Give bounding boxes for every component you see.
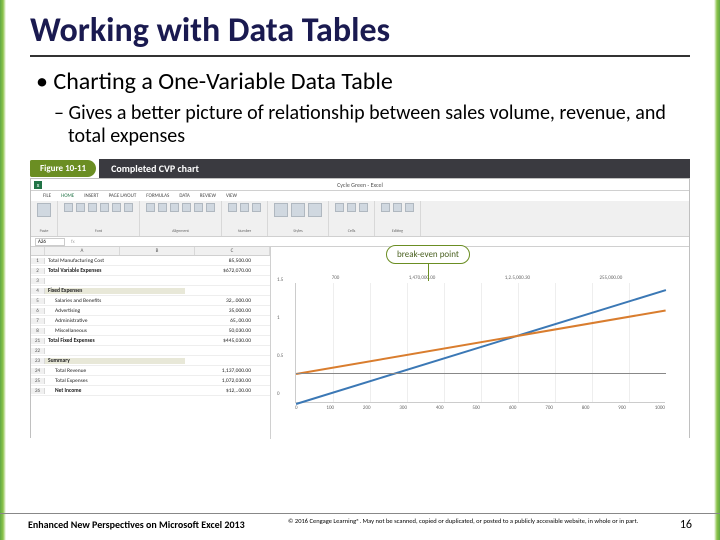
table-row: 1Total Manufacturing Cost85,500.00 [31, 256, 270, 266]
table-row: 5Salaries and Benefits32,..000.00 [31, 296, 270, 306]
bullet-level2: – Gives a better picture of relationship… [68, 102, 690, 148]
excel-screenshot: x Cycle Green - Excel FILE HOME INSERT PAGE… [30, 178, 690, 438]
figure-caption: Completed CVP chart [99, 159, 690, 178]
slide-title: Working with Data Tables [30, 10, 690, 57]
bullet-level2-text: Gives a better picture of relationship b… [68, 101, 666, 148]
column-headers: ABC [31, 247, 270, 256]
figure: Figure 10-11 Completed CVP chart x Cycle… [30, 158, 690, 438]
table-row: 25Total Expenses1,072,030.00 [31, 376, 270, 386]
column-header: C [195, 247, 270, 255]
column-header: A [45, 247, 120, 255]
chart-plot-area [295, 283, 665, 403]
slide-footer: Enhanced New Perspectives on Microsoft E… [0, 513, 720, 532]
excel-app-icon: x [34, 181, 42, 189]
chart-line-fixed [296, 373, 666, 374]
breakeven-callout: break-even point [386, 245, 470, 264]
spreadsheet: ABC 1Total Manufacturing Cost85,500.002T… [31, 247, 271, 439]
excel-ribbon: Paste Font Alignment Number Styles Cells… [31, 201, 689, 237]
footer-book-title: Enhanced New Perspectives on Microsoft E… [28, 518, 288, 531]
chart-top-labels: 7001,470,000.001,2.5,000.30255,000.00 [297, 275, 657, 281]
table-row: 26Net Income$12,..00.00 [31, 386, 270, 396]
footer-page-number: 16 [662, 518, 692, 532]
excel-formula-bar: A26 fx [31, 237, 689, 247]
slide-border-left [0, 0, 6, 540]
table-row: 22 [31, 346, 270, 356]
ribbon-tab: PAGE LAYOUT [109, 193, 137, 199]
ribbon-tab: INSERT [84, 193, 98, 199]
figure-tag: Figure 10-11 [30, 160, 96, 177]
excel-window-title: Cycle Green - Excel [337, 181, 383, 189]
bullet-level1: Charting a One-Variable Data Table [36, 67, 690, 96]
figure-header: Figure 10-11 Completed CVP chart [30, 158, 690, 178]
chart-x-axis: 01002003004005006007008009001000 [295, 405, 665, 411]
excel-ribbon-tabs: FILE HOME INSERT PAGE LAYOUT FORMULAS DATA REV… [31, 191, 689, 201]
table-row: 23Summary [31, 356, 270, 366]
table-row: 3 [31, 276, 270, 286]
table-row: 7Administrative65,.00.00 [31, 316, 270, 326]
ribbon-tab: FORMULAS [146, 193, 169, 199]
chart-y-axis: 1.510.50 [277, 277, 283, 397]
sheet-rows: 1Total Manufacturing Cost85,500.002Total… [31, 256, 270, 396]
table-row: 4Fixed Expenses [31, 286, 270, 296]
table-row: 21Total Fixed Expenses$445,030.00 [31, 336, 270, 346]
ribbon-tab: FILE [43, 193, 51, 199]
ribbon-tab: DATA [179, 193, 189, 199]
ribbon-tab: REVIEW [200, 193, 216, 199]
table-row: 24Total Revenue1,137,000.00 [31, 366, 270, 376]
column-header: B [120, 247, 195, 255]
footer-copyright: © 2016 Cengage Learning®. May not be sca… [288, 518, 662, 526]
table-row: 8Miscellaneous50,030.00 [31, 326, 270, 336]
ribbon-tab: VIEW [226, 193, 237, 199]
table-row: 2Total Variable Expenses$672,070.00 [31, 266, 270, 276]
slide-border-right [714, 0, 720, 540]
ribbon-tab: HOME [61, 193, 74, 199]
slide-content: Working with Data Tables Charting a One-… [0, 0, 720, 148]
cell-reference: A26 [35, 238, 65, 246]
table-row: 6Advertising35,000.00 [31, 306, 270, 316]
excel-body: ABC 1Total Manufacturing Cost85,500.002T… [31, 247, 689, 439]
excel-titlebar: x Cycle Green - Excel [31, 179, 689, 191]
cvp-chart: break-even point 7001,470,000.001,2.5,00… [271, 247, 689, 439]
